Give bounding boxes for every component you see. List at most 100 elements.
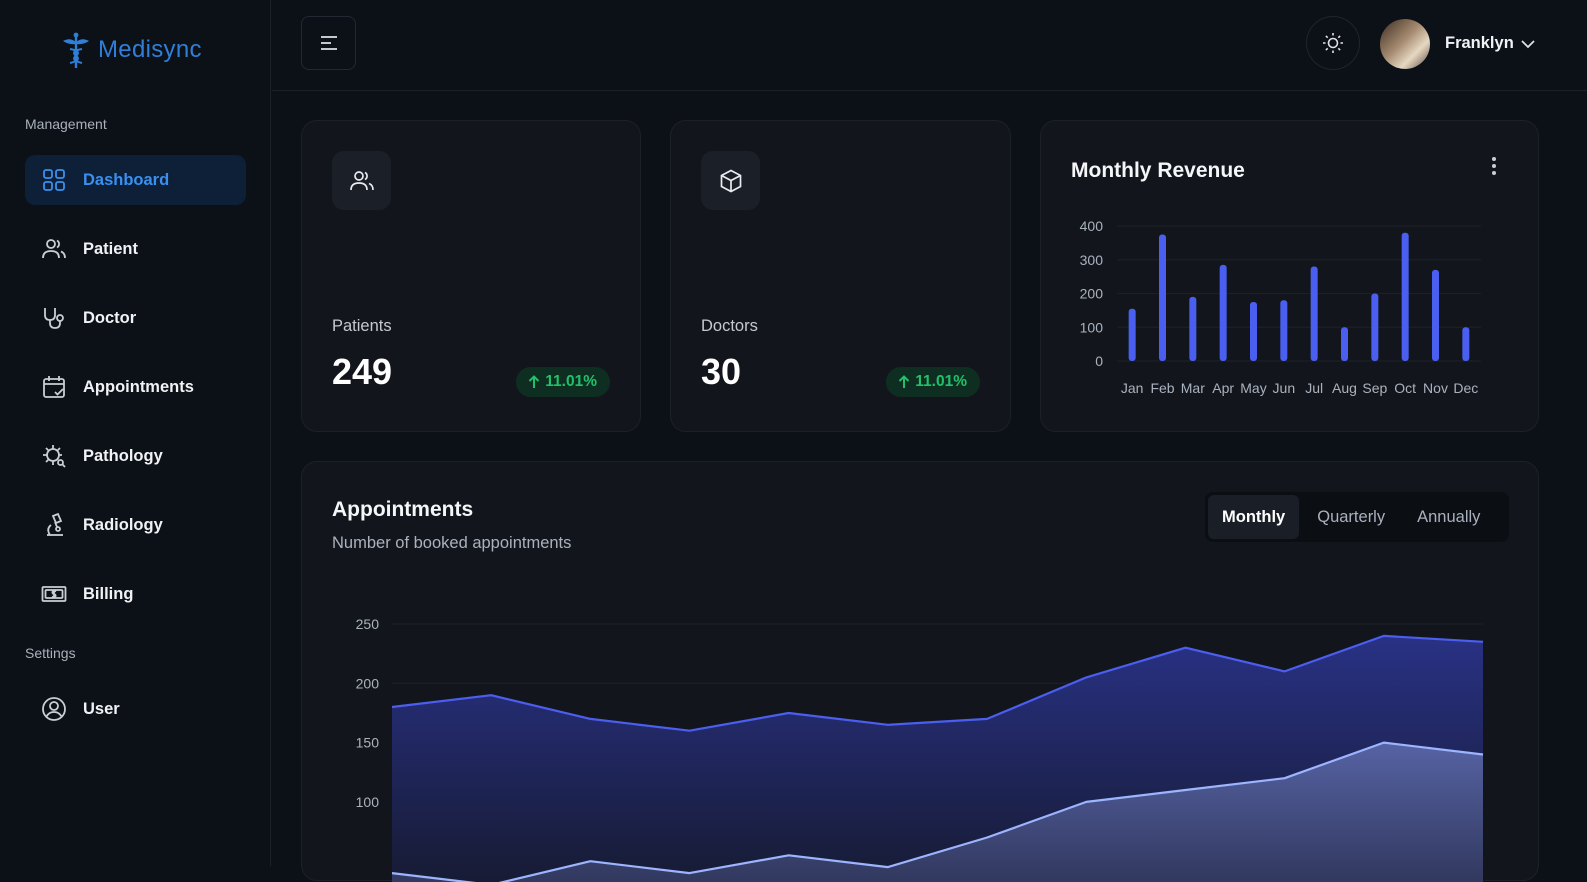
sidebar-item-patient[interactable]: Patient (25, 224, 246, 274)
change-value: 11.01% (545, 373, 597, 390)
sidebar-item-appointments[interactable]: Appointments (25, 362, 246, 412)
y-tick-label: 100 (1080, 319, 1104, 335)
appointments-subtitle: Number of booked appointments (332, 534, 572, 552)
theme-toggle-button[interactable] (1306, 16, 1360, 70)
microscope-icon (47, 512, 63, 536)
y-tick-label: 100 (356, 794, 380, 810)
revenue-bar (1401, 232, 1409, 361)
stat-value: 249 (332, 351, 393, 392)
more-options-icon[interactable] (1487, 155, 1501, 177)
x-tick-label: Aug (1332, 380, 1357, 396)
sidebar-item-label: Dashboard (83, 170, 170, 189)
revenue-bar (1310, 266, 1318, 361)
x-tick-label: Dec (1453, 380, 1478, 396)
sidebar-item-radiology[interactable]: Radiology (25, 500, 246, 550)
sidebar-item-label: Radiology (83, 515, 163, 534)
y-tick-label: 250 (356, 616, 380, 632)
avatar[interactable] (1380, 19, 1430, 69)
series-line (391, 741, 1484, 882)
revenue-bar (1280, 300, 1288, 361)
box-icon (720, 169, 741, 192)
y-tick-label: 150 (356, 735, 380, 751)
management-label: Management (25, 116, 107, 132)
change-badge: 11.01% (516, 367, 610, 397)
sidebar-item-doctor[interactable]: Doctor (25, 293, 246, 343)
x-tick-label: Mar (1181, 380, 1205, 396)
revenue-bar (1219, 264, 1227, 361)
chevron-down-icon[interactable] (1520, 36, 1536, 52)
stat-value: 30 (701, 351, 742, 392)
users-icon (349, 170, 374, 190)
doctors-stat-card: Doctors 30 11.01% (670, 120, 1011, 432)
stethoscope-icon (44, 308, 64, 329)
x-tick-label: Apr (1212, 380, 1234, 396)
menu-icon (320, 36, 337, 50)
series-area (392, 635, 1483, 882)
x-tick-label: Feb (1150, 380, 1174, 396)
change-value: 11.01% (915, 373, 967, 390)
sidebar-item-label: Patient (83, 239, 139, 258)
sidebar: Medisync Management Dashboard Patient Do… (0, 0, 271, 866)
revenue-bar (1371, 293, 1379, 361)
y-tick-label: 300 (1080, 252, 1104, 268)
stat-label: Patients (332, 317, 392, 335)
sidebar-item-label: Doctor (83, 308, 137, 327)
logo[interactable]: Medisync (60, 30, 202, 70)
stat-label: Doctors (701, 317, 758, 335)
grid-icon (43, 169, 65, 191)
app-name: Medisync (98, 36, 202, 63)
sidebar-item-user[interactable]: User (25, 684, 246, 734)
revenue-bar (1128, 308, 1136, 361)
revenue-bar (1189, 296, 1197, 361)
arrow-up-icon (899, 375, 910, 388)
calendar-check-icon (43, 376, 65, 398)
sidebar-item-label: Billing (83, 584, 134, 603)
appointments-card: Appointments Number of booked appointmen… (301, 461, 1539, 882)
revenue-bar (1341, 327, 1348, 361)
topbar: Franklyn (272, 0, 1587, 91)
tab-annually[interactable]: Annually (1417, 507, 1481, 526)
y-tick-label: 0 (1095, 353, 1103, 369)
y-tick-label: 200 (356, 675, 380, 691)
tab-monthly[interactable]: Monthly (1208, 495, 1300, 539)
patients-icon-box (332, 151, 391, 210)
revenue-bar (1462, 327, 1470, 361)
period-selector: Monthly Quarterly Annually (1205, 492, 1509, 542)
patients-stat-card: Patients 249 11.01% (301, 120, 641, 432)
sidebar-item-label: Pathology (83, 446, 163, 465)
change-badge: 11.01% (886, 367, 980, 397)
x-tick-label: Jul (1305, 380, 1323, 396)
menu-toggle-button[interactable] (301, 16, 356, 70)
sidebar-item-dashboard[interactable]: Dashboard (25, 155, 246, 205)
revenue-bar (1250, 301, 1257, 361)
sun-icon (1323, 33, 1343, 53)
arrow-up-icon (529, 375, 540, 388)
revenue-title: Monthly Revenue (1071, 159, 1245, 182)
y-tick-label: 200 (1080, 286, 1104, 302)
x-tick-label: Jun (1273, 380, 1296, 396)
x-tick-label: May (1240, 380, 1266, 396)
user-circle-icon (42, 697, 66, 721)
revenue-bar (1159, 234, 1166, 361)
revenue-bar (1432, 269, 1439, 361)
x-tick-label: Oct (1394, 380, 1416, 396)
sidebar-item-pathology[interactable]: Pathology (25, 431, 246, 481)
x-tick-label: Jan (1121, 380, 1144, 396)
x-tick-label: Sep (1362, 380, 1387, 396)
tab-quarterly[interactable]: Quarterly (1317, 507, 1386, 526)
caduceus-icon (63, 32, 89, 68)
y-tick-label: 400 (1080, 218, 1104, 234)
settings-label: Settings (25, 645, 76, 661)
doctors-icon-box (701, 151, 760, 210)
sidebar-item-label: User (83, 699, 120, 718)
series-area (392, 742, 1483, 882)
sidebar-item-label: Appointments (83, 377, 194, 396)
series-line (391, 634, 1484, 732)
virus-search-icon (43, 445, 66, 468)
x-tick-label: Nov (1423, 380, 1448, 396)
users-icon (42, 239, 66, 259)
banknote-icon (41, 586, 67, 602)
user-name[interactable]: Franklyn (1445, 34, 1514, 52)
appointments-title: Appointments (332, 498, 474, 521)
sidebar-item-billing[interactable]: Billing (25, 569, 246, 619)
